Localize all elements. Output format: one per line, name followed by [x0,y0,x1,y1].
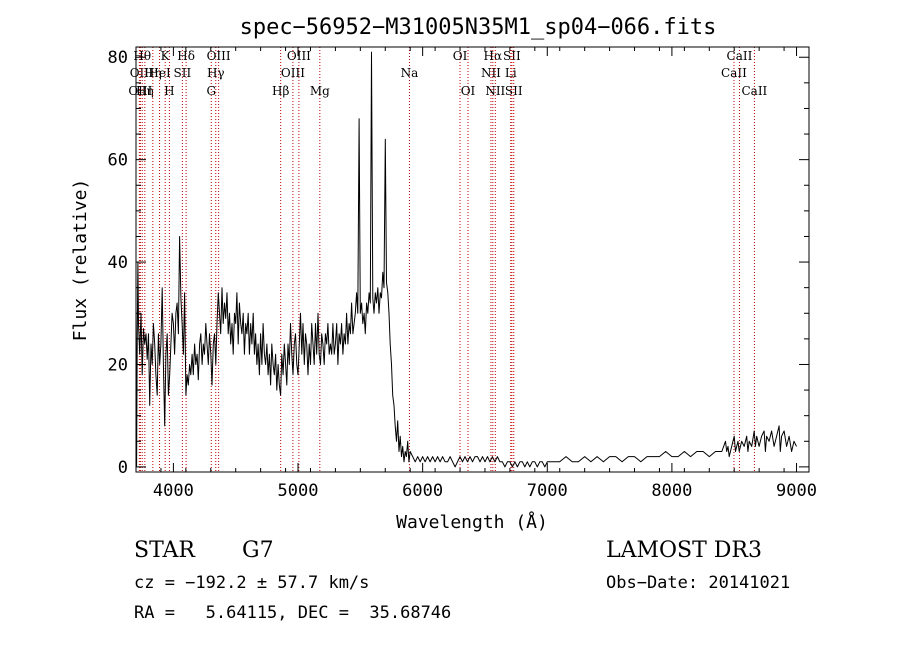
marker-label: Na [401,66,419,80]
marker-label: H [164,84,174,98]
object-class: STAR [134,538,195,563]
plot-frame [135,46,810,473]
redshift-readout: cz = −192.2 ± 57.7 km/s [134,573,370,593]
marker-label: Hη [144,66,162,80]
marker-label: SII [505,84,523,98]
x-tick-label: 5000 [278,481,319,501]
x-axis-label: Wavelength (Å) [396,511,548,533]
marker-label: Hβ [272,84,289,98]
marker-label: OI [453,49,468,63]
obs-date: Obs−Date: 20141021 [606,573,791,593]
marker-label: Hα [484,49,503,63]
series-line-1 [135,51,797,468]
x-tick-label: 6000 [402,481,443,501]
marker-label: Mg [310,84,330,98]
marker-label: CaII [741,84,767,98]
marker-label: NII [485,84,505,98]
marker-label: G [206,84,216,98]
object-subclass: G7 [242,538,274,563]
x-tick-label: 9000 [776,481,817,501]
marker-label: HeI [148,66,171,80]
marker-label: CaII [721,66,747,80]
marker-label: OIII [287,49,311,63]
marker-label: OIII [281,66,305,80]
marker-label: Hδ [177,49,195,63]
marker-label: Hθ [133,49,151,63]
marker-label: CaII [727,49,753,63]
axes: 4000 5000 6000 7000 8000 9000 0 20 40 60 80 [108,46,817,501]
survey-name: LAMOST DR3 [606,538,762,563]
y-tick-label: 80 [108,48,128,68]
series-layer [135,51,797,468]
x-tick-label: 8000 [651,481,692,501]
marker-label: NII [481,66,501,80]
x-tick-label: 7000 [527,481,568,501]
y-tick-label: 0 [118,458,128,478]
line-markers: OIIOIIIHθHηHηHeIKHSIIHδGHγOIIIHβOIIIOIII… [128,47,768,472]
marker-label: OII [130,66,150,80]
marker-label: Hη [136,84,154,98]
marker-label: OIII [207,49,231,63]
marker-label: Li [505,66,517,80]
y-tick-label: 20 [108,355,128,375]
marker-label: SII [503,49,521,63]
coordinates: RA = 5.64115, DEC = 35.68746 [134,603,452,623]
x-tick-label: 4000 [153,481,194,501]
y-tick-label: 40 [108,253,128,273]
chart-title: spec−56952−M31005N35M1_sp04−066.fits [240,15,717,40]
marker-label: SII [174,66,192,80]
marker-label: OI [461,84,476,98]
y-axis-label: Flux (relative) [70,179,91,342]
marker-label: Hγ [207,66,225,80]
marker-label: OIII [128,84,152,98]
y-tick-label: 60 [108,151,128,171]
marker-label: K [161,49,171,63]
